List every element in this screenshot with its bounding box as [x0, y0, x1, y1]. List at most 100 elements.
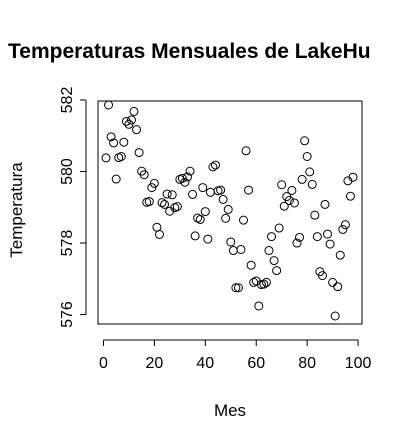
data-point [269, 256, 279, 266]
data-point [116, 151, 126, 161]
data-point [231, 283, 241, 293]
x-tick-label: 0 [99, 355, 108, 372]
x-axis: 0 20 40 60 80 100 [99, 339, 372, 372]
data-point [101, 153, 111, 163]
data-point [218, 194, 228, 204]
data-point [307, 179, 317, 189]
data-point [180, 177, 190, 187]
data-point [193, 213, 203, 223]
data-point [289, 198, 299, 208]
data-point [203, 234, 213, 244]
data-point [267, 232, 277, 242]
data-point [272, 266, 282, 276]
data-point [216, 185, 226, 195]
y-axis-label: Temperatura [7, 162, 26, 258]
data-point [147, 183, 157, 193]
data-point [333, 282, 343, 292]
data-point [328, 277, 338, 287]
data-point [126, 115, 136, 125]
data-point [279, 201, 289, 211]
data-point [144, 197, 154, 207]
x-tick-label: 80 [298, 355, 316, 372]
data-point [300, 136, 310, 146]
data-point [210, 160, 220, 170]
y-tick-label: 576 [59, 301, 76, 328]
data-point [190, 231, 200, 241]
data-point [119, 137, 129, 147]
data-point [305, 167, 315, 177]
data-point [228, 246, 238, 256]
data-point [109, 138, 119, 148]
data-point [244, 185, 254, 195]
plot-box [97, 100, 363, 325]
data-point [154, 229, 164, 239]
data-point [340, 220, 350, 230]
data-point [185, 166, 195, 176]
y-tick-label: 582 [59, 87, 76, 114]
data-point [106, 132, 116, 142]
data-point [223, 204, 233, 214]
data-point [134, 148, 144, 158]
data-points [101, 100, 358, 321]
data-point [139, 170, 149, 180]
data-point [200, 207, 210, 217]
data-point [129, 106, 139, 116]
data-point [157, 198, 167, 208]
data-point [236, 244, 246, 254]
data-point [348, 172, 358, 182]
data-point [274, 223, 284, 233]
data-point [124, 119, 134, 129]
data-point [233, 283, 243, 293]
x-tick-label: 20 [145, 355, 163, 372]
data-point [323, 229, 333, 239]
x-tick-label: 60 [247, 355, 265, 372]
data-point [208, 162, 218, 172]
data-point [325, 239, 335, 249]
data-point [292, 238, 302, 248]
data-point [241, 146, 251, 156]
x-tick-label: 100 [345, 355, 372, 372]
data-point [259, 279, 269, 289]
y-tick-label: 580 [59, 158, 76, 185]
data-point [287, 185, 297, 195]
data-point [121, 116, 131, 126]
data-point [264, 246, 274, 256]
data-point [111, 174, 121, 184]
data-point [160, 199, 170, 209]
data-point [198, 183, 208, 193]
y-axis: 576 578 580 582 [59, 87, 87, 328]
x-axis-label: Mes [214, 401, 246, 420]
data-point [302, 151, 312, 161]
data-point [182, 172, 192, 182]
data-point [149, 178, 159, 188]
data-point [132, 125, 142, 135]
y-tick-label: 578 [59, 230, 76, 257]
data-point [320, 199, 330, 209]
x-tick-label: 40 [196, 355, 214, 372]
data-point [338, 224, 348, 234]
data-point [310, 210, 320, 220]
data-point [221, 213, 231, 223]
data-point [104, 100, 114, 110]
data-point [195, 214, 205, 224]
data-point [188, 189, 198, 199]
data-point [226, 237, 236, 247]
data-point [335, 250, 345, 260]
data-point [317, 271, 327, 281]
data-point [295, 232, 305, 242]
data-point [312, 232, 322, 242]
data-point [167, 190, 177, 200]
data-point [261, 277, 271, 287]
data-point [297, 174, 307, 184]
data-point [284, 195, 294, 205]
data-point [239, 215, 249, 225]
chart-title: Temperaturas Mensuales de LakeHu [8, 40, 371, 63]
data-point [162, 189, 172, 199]
data-point [277, 180, 287, 190]
data-point [330, 311, 340, 321]
data-point [246, 260, 256, 270]
data-point [205, 187, 215, 197]
data-point [345, 191, 355, 201]
data-point [172, 202, 182, 212]
